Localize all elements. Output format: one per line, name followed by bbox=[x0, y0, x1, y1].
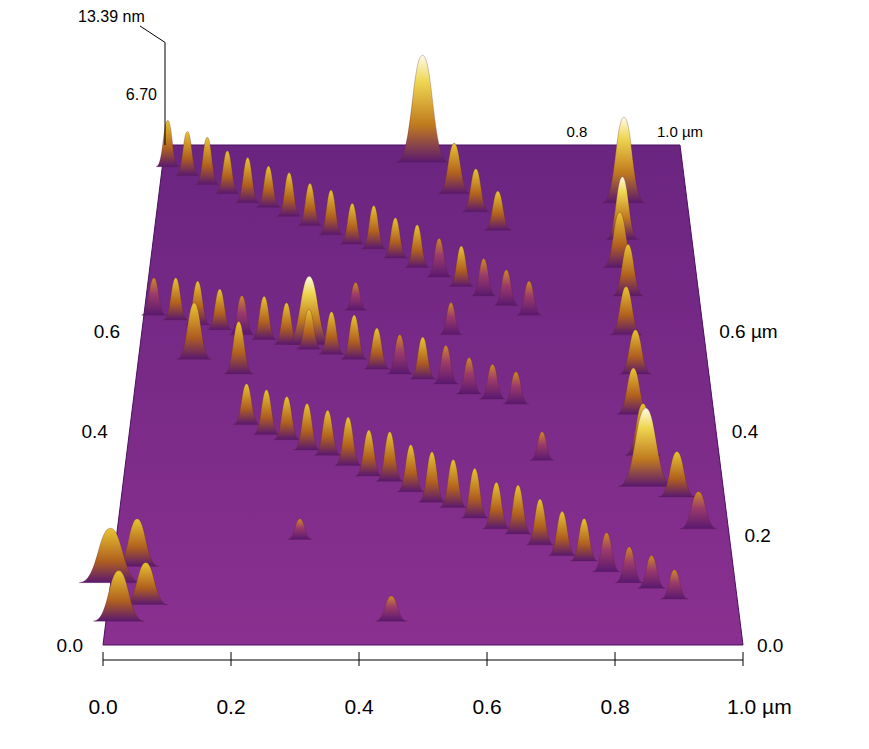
svg-text:0.6 µm: 0.6 µm bbox=[719, 321, 777, 342]
svg-text:0.8: 0.8 bbox=[600, 695, 629, 718]
svg-text:0.4: 0.4 bbox=[81, 421, 108, 442]
svg-text:0.0: 0.0 bbox=[57, 635, 83, 656]
svg-text:6.70: 6.70 bbox=[126, 86, 157, 103]
svg-text:1.0 µm: 1.0 µm bbox=[727, 695, 792, 718]
svg-text:1.0 µm: 1.0 µm bbox=[657, 123, 703, 140]
svg-text:0.0: 0.0 bbox=[757, 635, 783, 656]
svg-text:0.8: 0.8 bbox=[567, 123, 588, 140]
svg-text:0.6: 0.6 bbox=[94, 321, 120, 342]
svg-text:0.0: 0.0 bbox=[88, 695, 117, 718]
svg-text:0.4: 0.4 bbox=[732, 421, 759, 442]
svg-text:0.6: 0.6 bbox=[472, 695, 501, 718]
svg-text:13.39 nm: 13.39 nm bbox=[78, 8, 145, 25]
svg-text:0.4: 0.4 bbox=[344, 695, 374, 718]
svg-text:0.2: 0.2 bbox=[744, 525, 770, 546]
svg-text:0.2: 0.2 bbox=[216, 695, 245, 718]
